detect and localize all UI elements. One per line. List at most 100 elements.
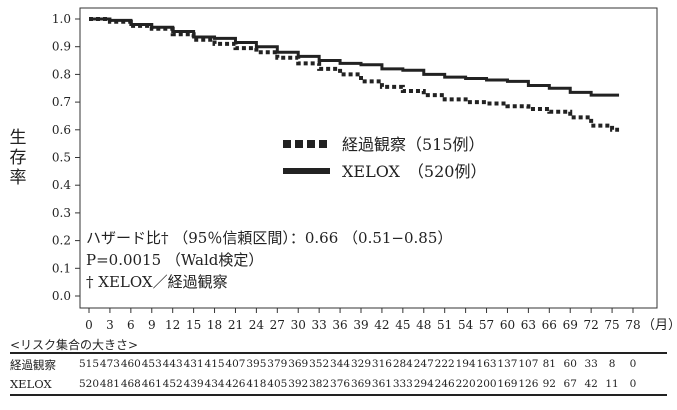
- x-axis: 0 3 6 9 12 15 18 21 24 27 30 33 36 39 42 45 48 51 54 57 60 63…: [85, 308, 641, 330]
- risk-cell: 11: [605, 378, 619, 390]
- risk-cell: 431: [183, 358, 204, 370]
- hazard-ratio-annotation: ハザード比† （95％信頼区間）：0.66 （0.51−0.85）: [86, 229, 452, 247]
- risk-cell: 376: [330, 378, 351, 390]
- risk-cell: 246: [434, 378, 455, 390]
- risk-cell: 126: [518, 378, 539, 390]
- risk-cell: 395: [246, 358, 267, 370]
- legend-label-2: XELOX （520例）: [342, 162, 486, 181]
- risk-cell: 137: [497, 358, 518, 370]
- risk-cell: 344: [330, 358, 351, 370]
- risk-cell: 461: [141, 378, 162, 390]
- x-tick-label: 9: [148, 318, 156, 330]
- risk-cell: 284: [392, 358, 413, 370]
- series-line-2: [89, 17, 620, 97]
- risk-cell: 434: [204, 378, 225, 390]
- risk-cell: 415: [204, 358, 225, 370]
- x-tick-label: 30: [291, 318, 306, 330]
- x-tick-label: 54: [458, 318, 474, 330]
- risk-cell: 520: [78, 378, 100, 390]
- x-tick-label: 18: [207, 318, 222, 330]
- risk-row-xelox: XELOX 520 481 468 461 452 439 434 426 418 405 392 3…: [10, 374, 667, 394]
- y-tick-label: 0.8: [52, 67, 71, 81]
- y-axis: 0.0 0.1 0.2 0.3 0.4 0.5 0.6 0.7 0.8 0.9 1.0: [52, 12, 80, 303]
- risk-cell: 42: [584, 378, 598, 390]
- x-tick-label: 72: [584, 318, 599, 330]
- risk-row-label: XELOX: [10, 377, 52, 391]
- x-tick-label: 33: [312, 318, 327, 330]
- risk-cell: 379: [267, 358, 288, 370]
- x-tick-label: 66: [542, 318, 557, 330]
- risk-cell: 369: [350, 378, 372, 390]
- risk-cell: 329: [350, 358, 372, 370]
- risk-table-caption: <リスク集合の大きさ>: [10, 338, 139, 352]
- risk-cell: 220: [455, 378, 476, 390]
- x-tick-label: 12: [165, 318, 180, 330]
- risk-cell: 33: [584, 358, 598, 370]
- risk-cell: 443: [162, 358, 183, 370]
- y-axis-label-char-3: 率: [10, 168, 27, 188]
- risk-cell: 200: [476, 378, 497, 390]
- y-tick-label: 0.6: [52, 123, 71, 137]
- risk-cell: 481: [99, 378, 120, 390]
- y-tick-label: 0.7: [52, 95, 71, 109]
- risk-cell: 294: [413, 378, 434, 390]
- risk-cell: 60: [563, 358, 577, 370]
- legend-label-1: 経過観察（515例）: [342, 135, 485, 154]
- x-tick-label: 21: [228, 318, 243, 330]
- risk-cell: 452: [162, 378, 183, 390]
- x-tick-label: 51: [437, 318, 452, 330]
- risk-cell: 405: [267, 378, 288, 390]
- risk-cell: 460: [120, 358, 141, 370]
- x-tick-label: 69: [563, 318, 578, 330]
- series-line-1: [89, 17, 620, 132]
- risk-cell: 407: [225, 358, 246, 370]
- survival-chart: 0.00.10.20.30.40.50.60.70.80.91.0 0 3 6 9 12…: [10, 7, 677, 330]
- x-tick-label: 36: [332, 318, 347, 330]
- y-tick-label: 0.9: [52, 40, 71, 54]
- risk-cell: 0: [629, 378, 637, 390]
- risk-cell: 163: [476, 358, 497, 370]
- hr-footnote-annotation: † XELOX／経過観察: [86, 273, 228, 291]
- x-tick-label: 27: [270, 318, 285, 330]
- risk-cell: 194: [455, 358, 476, 370]
- y-tick-label: 0.0: [52, 289, 71, 303]
- x-tick-label: 42: [374, 318, 389, 330]
- x-tick-label: 78: [625, 318, 640, 330]
- y-axis-label-char-2: 存: [10, 148, 27, 168]
- risk-cell: 92: [542, 378, 556, 390]
- y-tick-label: 0.4: [52, 178, 71, 192]
- x-tick-label: 3: [106, 318, 114, 330]
- risk-cell: 0: [629, 358, 637, 370]
- x-tick-label: 63: [521, 318, 536, 330]
- series-group: [89, 17, 620, 132]
- x-tick-label: 15: [186, 318, 201, 330]
- risk-cell: 515: [78, 358, 100, 370]
- risk-cell: 352: [309, 358, 330, 370]
- x-tick-label: 6: [127, 318, 135, 330]
- y-tick-label: 0.1: [52, 261, 71, 275]
- risk-row-observation: 経過観察 515 473 460 453 443 431 415 407 395 379 369 35…: [10, 354, 667, 374]
- risk-table-bottom-rule: [10, 394, 667, 396]
- x-axis-unit: （月）: [642, 318, 677, 330]
- risk-cell: 473: [99, 358, 120, 370]
- risk-cell: 81: [542, 358, 556, 370]
- x-tick-label: 75: [604, 318, 619, 330]
- risk-cell: 361: [371, 378, 392, 390]
- risk-cell: 333: [392, 378, 413, 390]
- risk-table-top-rule: [10, 352, 667, 354]
- risk-cell: 67: [563, 378, 577, 390]
- y-tick-label: 0.5: [52, 151, 71, 165]
- risk-cell: 392: [288, 378, 309, 390]
- x-tick-label: 39: [353, 318, 368, 330]
- y-axis-label-char-1: 生: [10, 128, 27, 148]
- risk-cell: 382: [309, 378, 330, 390]
- y-tick-label: 0.3: [52, 206, 71, 220]
- y-tick-label: 1.0: [52, 12, 71, 26]
- risk-cell: 247: [413, 358, 434, 370]
- x-tick-label: 57: [479, 318, 494, 330]
- risk-cell: 107: [518, 358, 539, 370]
- y-tick-label: 0.2: [52, 234, 71, 248]
- x-tick-label: 0: [85, 318, 93, 330]
- risk-row-label: 経過観察: [10, 358, 56, 372]
- risk-cell: 369: [288, 358, 309, 370]
